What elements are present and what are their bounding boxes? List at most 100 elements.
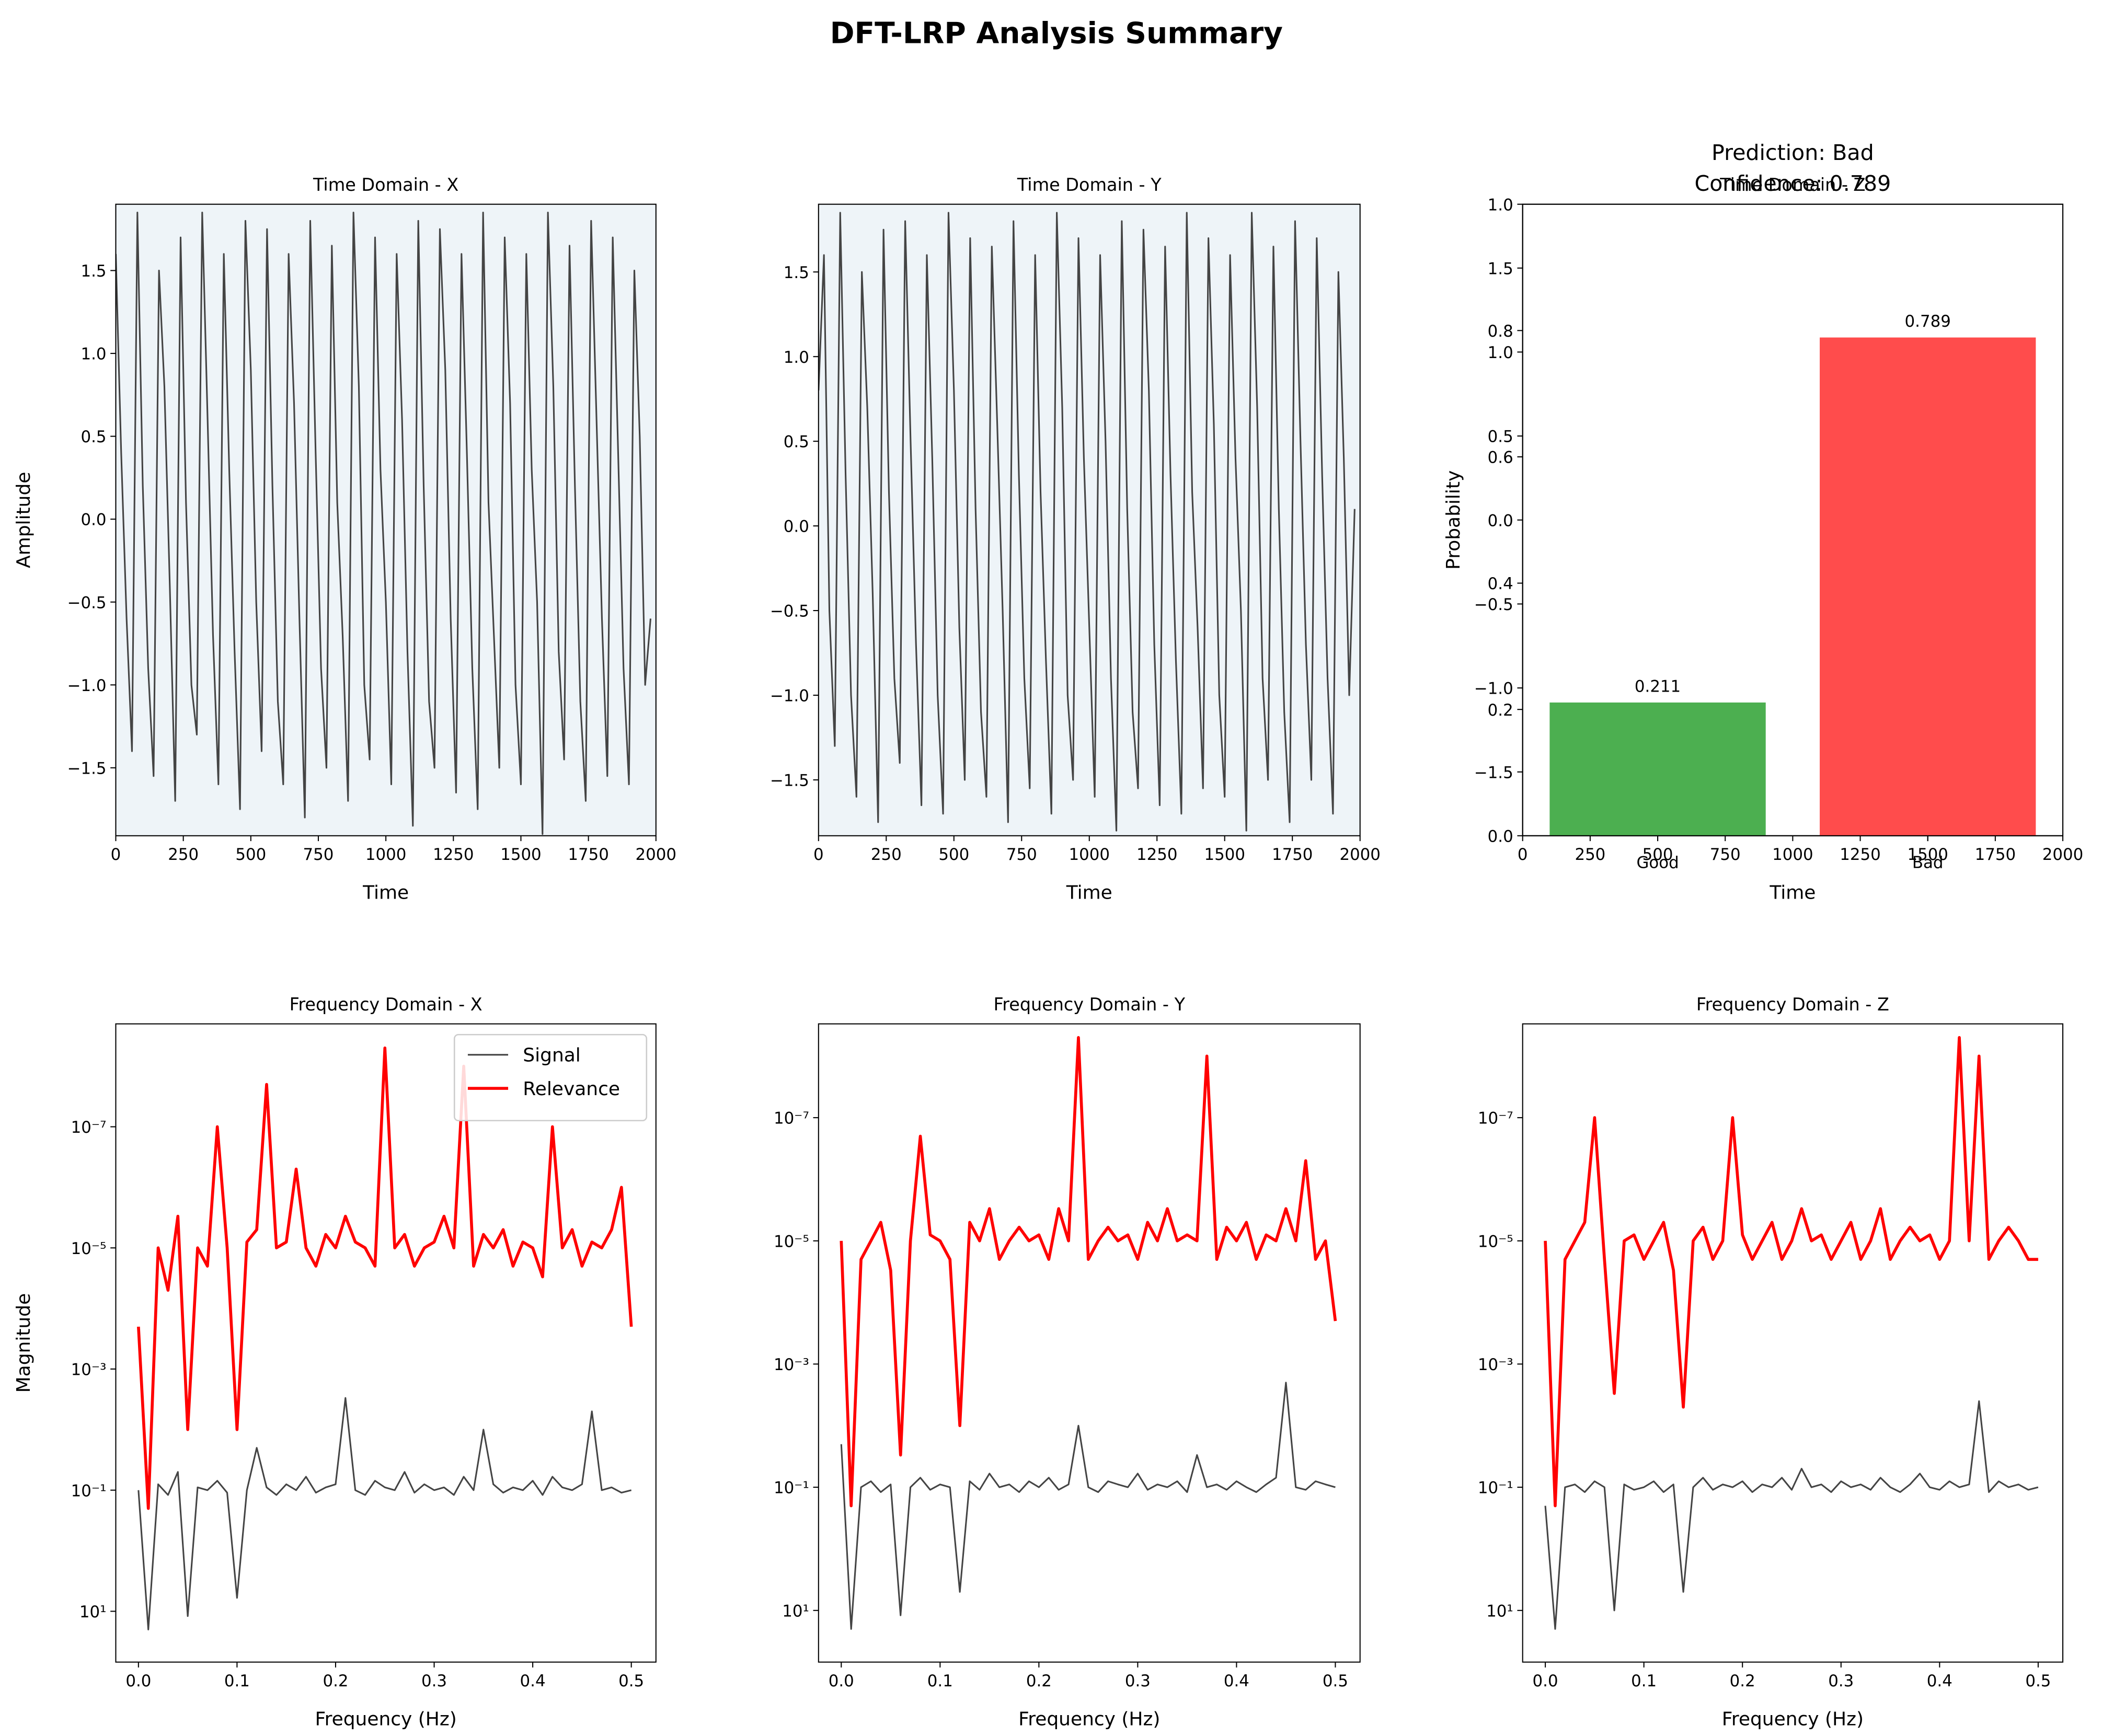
- y-tick-label: 10⁻⁵: [774, 1232, 809, 1251]
- x-tick-label: 0.2: [1026, 1672, 1052, 1691]
- y-tick-label: −0.5: [1474, 595, 1513, 614]
- x-tick-label: 750: [1006, 845, 1037, 864]
- y-tick-label: 10⁻⁵: [71, 1239, 107, 1258]
- x-tick-label: 0.1: [224, 1672, 250, 1691]
- x-tick-label: 0.1: [927, 1672, 953, 1691]
- x-tick-label: 0.1: [1631, 1672, 1657, 1691]
- subplot: 0.0 0.1 0.2 0.3 0.4 0.5 10⁻⁷ 10⁻⁵ 10⁻³ 10⁻¹ 10¹ Fre…: [1478, 994, 2064, 1730]
- line-series: [116, 212, 651, 835]
- axes-frame: [818, 203, 1361, 836]
- x-tick-label: 1000: [1069, 845, 1110, 864]
- y-tick-label: 0.0: [1488, 511, 1513, 530]
- legend-label: Relevance: [523, 1078, 620, 1100]
- x-tick-label: 0.2: [323, 1672, 348, 1691]
- x-tick-label: 0.5: [618, 1672, 644, 1691]
- x-tick-label: 1750: [1975, 845, 2016, 864]
- x-tick-label: 250: [871, 845, 902, 864]
- y-tick-label: 0.6: [1488, 449, 1513, 467]
- subplot-title: Prediction: Bad: [1712, 140, 1874, 165]
- y-tick-label: −1.5: [770, 771, 809, 790]
- subplot-subtitle: Confidence: 0.789: [1695, 171, 1891, 196]
- x-tick-label: 1750: [1272, 845, 1313, 864]
- x-tick-label: 1250: [1136, 845, 1177, 864]
- x-tick-label: 250: [168, 845, 199, 864]
- y-axis-label: Amplitude: [13, 472, 35, 568]
- y-axis-label: Magnitude: [13, 1293, 35, 1393]
- x-tick-label: 1250: [1840, 845, 1880, 864]
- x-tick-label: 2000: [636, 845, 676, 864]
- y-tick-label: 0.5: [1488, 428, 1513, 446]
- subplot: 0.0 0.1 0.2 0.3 0.4 0.5 10⁻⁷ 10⁻⁵ 10⁻³ 10⁻¹ 10¹ Fre…: [13, 994, 657, 1730]
- x-tick-label: 1000: [365, 845, 406, 864]
- x-axis-label: Frequency (Hz): [1722, 1708, 1864, 1730]
- x-tick-label: 1250: [433, 845, 474, 864]
- axes-frame: [115, 203, 657, 836]
- y-tick-label: 10¹: [1486, 1602, 1513, 1620]
- x-tick-label: 2000: [2042, 845, 2083, 864]
- y-tick-label: −0.5: [67, 593, 107, 612]
- x-tick-label: 0.3: [421, 1672, 447, 1691]
- y-tick-label: 0.5: [81, 428, 106, 446]
- x-tick-label: 0: [813, 845, 824, 864]
- axes-frame: [1522, 203, 2064, 836]
- y-tick-label: −1.5: [1474, 763, 1513, 782]
- x-tick-label: 0.4: [1927, 1672, 1952, 1691]
- x-tick-label: 750: [303, 845, 334, 864]
- x-tick-label: 0.3: [1828, 1672, 1854, 1691]
- y-tick-label: 1.0: [81, 345, 106, 364]
- y-tick-label: −1.0: [67, 676, 107, 695]
- y-tick-label: 1.5: [1488, 259, 1513, 278]
- y-tick-label: 10⁻³: [774, 1355, 809, 1374]
- bar-value-label: 0.789: [1905, 312, 1951, 331]
- subplot: 0.211 Good 0.789 Bad 0.0 0.2 0.4 0.6 0.8 1.0 Predi…: [1443, 140, 2064, 872]
- y-tick-label: 10⁻¹: [774, 1479, 809, 1498]
- subplot: 0 250 500 750 1000 1250 1500 1750 2000 −1.5 −1.0 −0…: [770, 175, 1381, 904]
- y-tick-label: 10⁻¹: [1478, 1479, 1513, 1498]
- y-tick-label: 10⁻⁷: [71, 1118, 107, 1137]
- x-tick-label: 0.2: [1730, 1672, 1755, 1691]
- y-tick-label: 1.0: [784, 348, 809, 367]
- x-tick-label: 1500: [1204, 845, 1245, 864]
- bar-value-label: 0.211: [1635, 677, 1681, 696]
- y-axis-label: Probability: [1443, 470, 1464, 570]
- y-tick-label: 10⁻⁵: [1478, 1232, 1513, 1251]
- x-axis-label: Time: [362, 882, 409, 904]
- x-tick-label: Good: [1636, 854, 1679, 872]
- subplot-title: Frequency Domain - Y: [993, 994, 1185, 1015]
- x-tick-label: 0.5: [1323, 1672, 1348, 1691]
- x-tick-label: 1500: [500, 845, 541, 864]
- subplot-title: Time Domain - Y: [1017, 175, 1162, 195]
- y-tick-label: 0.2: [1488, 701, 1513, 720]
- legend-label: Signal: [523, 1045, 581, 1066]
- line-series: [137, 1397, 632, 1630]
- y-tick-label: 10⁻⁷: [1478, 1109, 1513, 1128]
- line-series: [818, 212, 1356, 832]
- line-series: [840, 1382, 1336, 1630]
- y-tick-label: 10⁻³: [71, 1361, 107, 1379]
- bar: [1820, 337, 2036, 836]
- x-tick-label: 750: [1710, 845, 1741, 864]
- line-series: [1544, 1036, 2038, 1508]
- bar: [1549, 702, 1766, 836]
- x-tick-label: 0.4: [520, 1672, 546, 1691]
- x-tick-label: 2000: [1339, 845, 1380, 864]
- line-series: [137, 1046, 633, 1510]
- subplot: 0 250 500 750 1000 1250 1500 1750 2000 −1.5 −1.0 −0…: [13, 175, 676, 904]
- y-tick-label: 1.0: [1488, 196, 1513, 214]
- x-tick-label: 0.3: [1125, 1672, 1151, 1691]
- subplot: 0.0 0.1 0.2 0.3 0.4 0.5 10⁻⁷ 10⁻⁵ 10⁻³ 10⁻¹ 10¹ Fre…: [774, 994, 1361, 1730]
- subplot-title: Time Domain - Z: [1719, 175, 1865, 195]
- y-tick-label: −1.5: [67, 759, 107, 778]
- x-tick-label: 0: [1518, 845, 1528, 864]
- x-axis-label: Time: [1769, 882, 1816, 904]
- y-tick-label: 1.0: [1488, 343, 1513, 362]
- x-tick-label: 1750: [568, 845, 608, 864]
- y-tick-label: 1.5: [784, 263, 809, 282]
- y-tick-label: 10⁻¹: [71, 1481, 107, 1500]
- x-tick-label: 0.0: [829, 1672, 854, 1691]
- x-tick-label: 0.4: [1224, 1672, 1249, 1691]
- y-tick-label: −0.5: [770, 602, 809, 621]
- y-tick-label: 0.5: [784, 433, 809, 452]
